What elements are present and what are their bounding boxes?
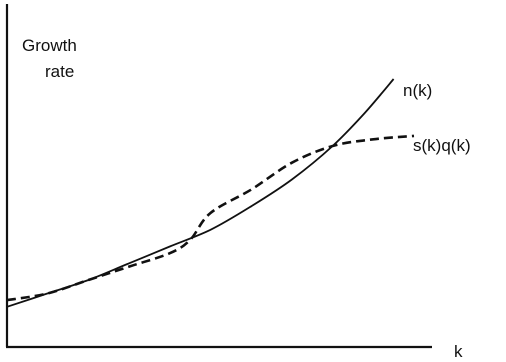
x-axis-label: k: [454, 342, 463, 361]
y-axis-label-line1: Growth: [22, 36, 77, 55]
series-label-s-k-q-k: s(k)q(k): [413, 136, 471, 155]
series-line-s-k-q-k: [6, 134, 415, 302]
y-axis-label-line2: rate: [45, 62, 74, 81]
series-line-n-k: [6, 78, 395, 308]
series-label-n-k: n(k): [403, 81, 432, 100]
